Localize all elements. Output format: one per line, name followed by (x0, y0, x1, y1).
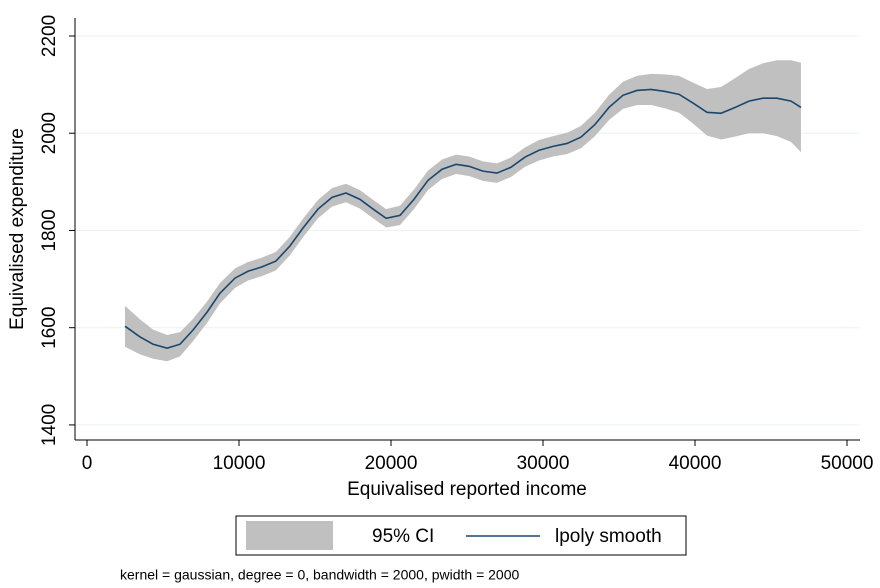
y-tick-label: 1800 (39, 209, 60, 251)
y-tick-label: 2200 (39, 15, 60, 57)
x-tick-label: 40000 (669, 453, 722, 474)
y-tick-label: 1600 (39, 307, 60, 349)
note: kernel = gaussian, degree = 0, bandwidth… (120, 567, 520, 583)
legend-swatch (246, 521, 333, 550)
legend-label: 95% CI (372, 526, 434, 547)
line (124, 88, 802, 349)
y-tick-label: 1400 (39, 404, 60, 446)
y-axis-title: Equivalised expenditure (7, 128, 28, 330)
x-tick-label: 30000 (517, 453, 570, 474)
x-tick-label: 50000 (821, 453, 874, 474)
legend: 95% CI lpoly smooth (235, 515, 687, 556)
y-tick-label: 2000 (39, 112, 60, 154)
legend-label: lpoly smooth (555, 526, 662, 547)
x-tick-label: 10000 (213, 453, 266, 474)
x-axis-title: Equivalised reported income (347, 479, 587, 500)
x-tick-label: 20000 (365, 453, 418, 474)
x-tick-label: 0 (82, 453, 93, 474)
